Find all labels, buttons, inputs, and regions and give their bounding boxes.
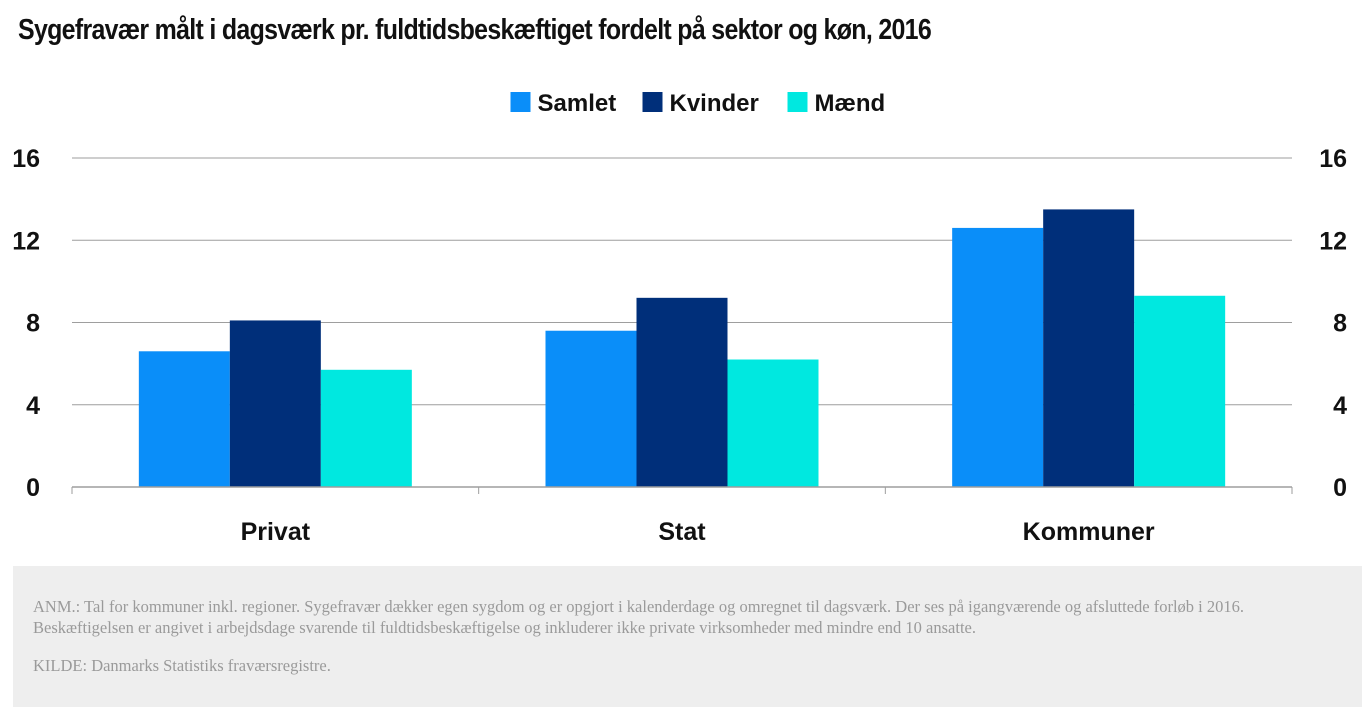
bar-samlet-privat xyxy=(138,351,230,487)
legend-label-mænd: Mænd xyxy=(815,90,886,117)
legend-label-samlet: Samlet xyxy=(538,90,617,117)
footnote-panel: ANM.: Tal for kommuner inkl. regioner. S… xyxy=(13,566,1362,707)
y-tick-label-right: 16 xyxy=(1319,145,1347,173)
y-tick-label: 4 xyxy=(26,392,40,420)
bar-mænd-kommuner xyxy=(1134,295,1226,487)
y-tick-label-right: 12 xyxy=(1319,227,1347,255)
bar-chart: Samlet Kvinder Mænd 0 0 4 4 8 8 12 12 16 16 Privat S… xyxy=(12,90,1347,546)
y-tick-label: 8 xyxy=(26,310,40,338)
y-tick-label-right: 0 xyxy=(1333,474,1347,502)
bar-samlet-stat xyxy=(545,330,637,487)
legend-swatch-mænd xyxy=(787,92,808,112)
legend-label-kvinder: Kvinder xyxy=(670,90,759,117)
x-category-label: Stat xyxy=(658,518,706,546)
chart-title: Sygefravær målt i dagsværk pr. fuldtidsb… xyxy=(18,14,932,46)
y-tick-label: 0 xyxy=(26,474,40,502)
source-text: KILDE: Danmarks Statistiks fraværsregist… xyxy=(33,656,331,675)
footnote-text: ANM.: Tal for kommuner inkl. regioner. S… xyxy=(33,597,1245,637)
bar-kvinder-kommuner xyxy=(1043,209,1135,487)
bars xyxy=(138,209,1226,487)
y-tick-label: 12 xyxy=(12,227,40,255)
x-axis: Privat Stat Kommuner xyxy=(71,486,1293,546)
legend-swatch-kvinder xyxy=(642,92,663,112)
bar-mænd-privat xyxy=(320,369,412,487)
x-category-label: Kommuner xyxy=(1023,518,1155,546)
bar-samlet-kommuner xyxy=(952,227,1044,487)
y-tick-label-right: 4 xyxy=(1333,392,1347,420)
bar-kvinder-stat xyxy=(636,297,728,487)
y-tick-label: 16 xyxy=(12,145,40,173)
x-category-label: Privat xyxy=(241,518,311,546)
bar-kvinder-privat xyxy=(229,320,321,487)
bar-mænd-stat xyxy=(727,359,819,487)
y-tick-label-right: 8 xyxy=(1333,310,1347,338)
y-axis: 0 0 4 4 8 8 12 12 16 16 xyxy=(12,145,1347,502)
legend: Samlet Kvinder Mænd xyxy=(510,90,886,117)
legend-swatch-samlet xyxy=(510,92,531,112)
